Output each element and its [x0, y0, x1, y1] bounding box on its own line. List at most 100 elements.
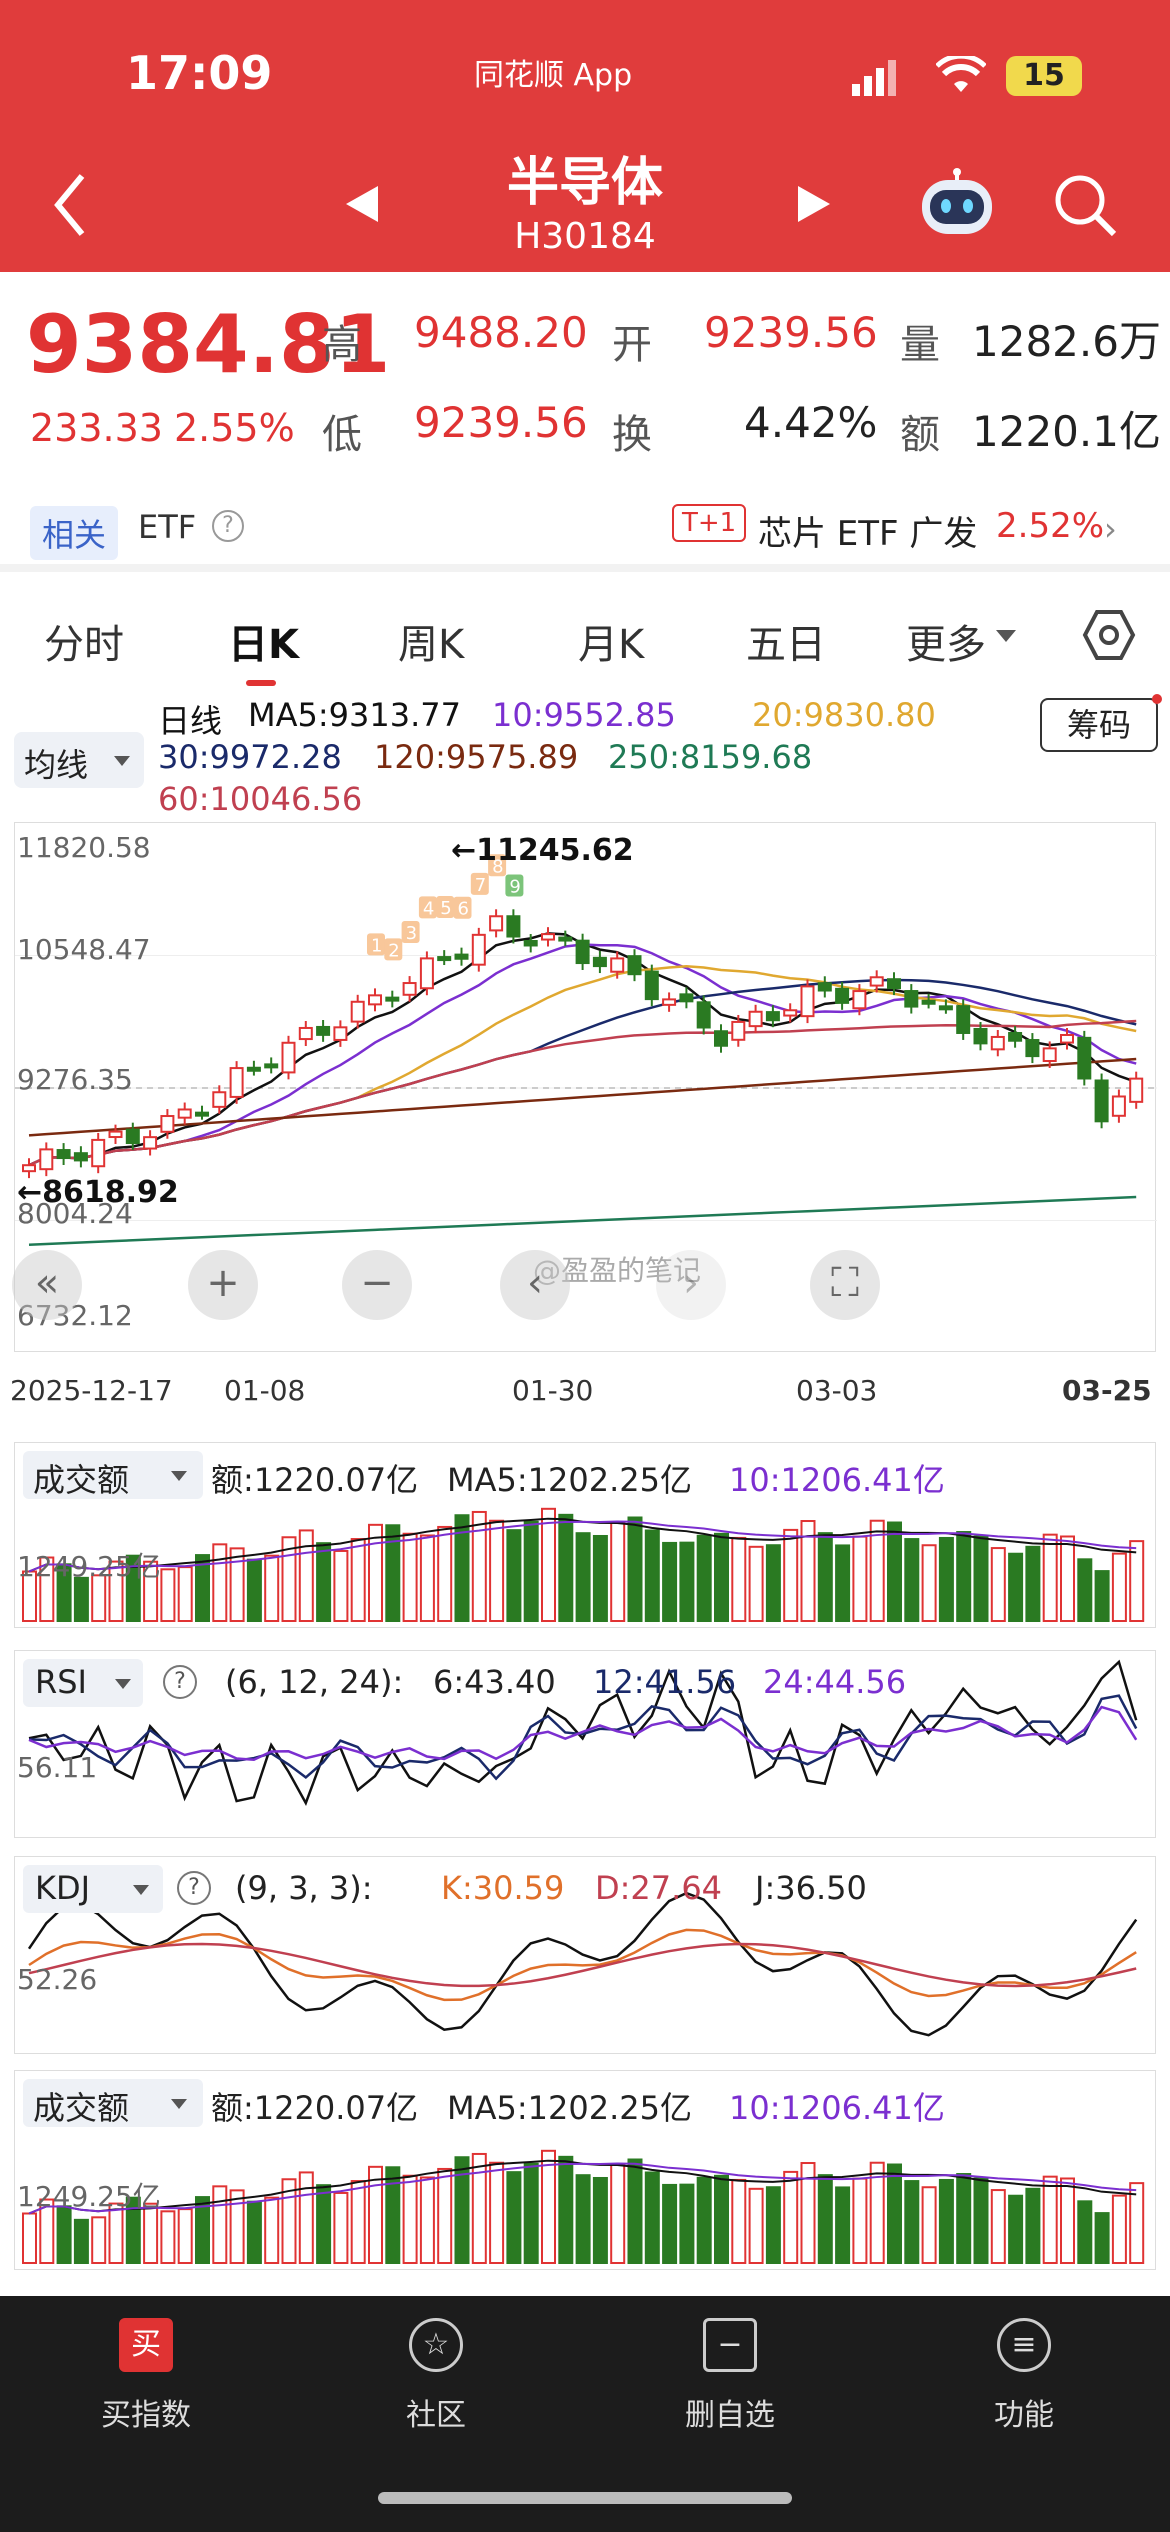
community-button[interactable]: ☆ 社区: [336, 2318, 536, 2434]
volume-bar: [852, 2177, 868, 2264]
kdj-select-label: KDJ: [35, 1869, 91, 1907]
candle: [990, 1035, 1005, 1051]
tab-monthly-k[interactable]: 月K: [578, 622, 645, 668]
volume-panel-2[interactable]: 成交额 额:1220.07亿 MA5:1202.25亿 10:1206.41亿 …: [14, 2070, 1156, 2270]
volume-bar: [471, 2152, 487, 2264]
ma30-legend: 30:9972.28: [158, 738, 342, 776]
y-tick: 8004.24: [17, 1197, 133, 1230]
scroll-right-button[interactable]: ›: [656, 1250, 726, 1320]
ma60-line: [28, 1019, 1137, 1167]
tab-weekly-k[interactable]: 周K: [398, 622, 465, 668]
rsi-indicator-select[interactable]: RSI: [23, 1659, 143, 1707]
remove-watchlist-button[interactable]: − 删自选: [630, 2318, 830, 2434]
volume-indicator-select-2[interactable]: 成交额: [23, 2079, 203, 2127]
candle: [575, 939, 590, 965]
index-code: H30184: [514, 216, 656, 257]
volume-bar: [1060, 2177, 1075, 2264]
etf-name[interactable]: 芯片 ETF 广发: [758, 514, 978, 554]
buy-index-label: 买指数: [101, 2398, 191, 2433]
volume-bar: [350, 2180, 366, 2264]
scroll-left-button[interactable]: ‹: [500, 1250, 570, 1320]
volume-bar: [264, 2196, 280, 2264]
rsi24-value: 24:44.56: [763, 1663, 907, 1701]
volume-bar: [1008, 1552, 1024, 1622]
tab-daily-k[interactable]: 日K: [228, 622, 299, 668]
tab-intraday[interactable]: 分时: [44, 622, 124, 668]
volume-bar: [281, 1536, 297, 1622]
rsi-panel[interactable]: RSI ? (6, 12, 24): 6:43.40 12:41.56 24:4…: [14, 1650, 1156, 1838]
sequence-label: 4: [423, 898, 434, 919]
sequence-label: 3: [406, 923, 417, 944]
volume-bar: [246, 1558, 262, 1622]
candle: [419, 957, 434, 990]
tab-five-day[interactable]: 五日: [746, 622, 826, 668]
zoom-in-button[interactable]: +: [188, 1250, 258, 1320]
volume-panel[interactable]: 成交额 额:1220.07亿 MA5:1202.25亿 10:1206.41亿 …: [14, 1442, 1156, 1628]
indicator-select[interactable]: 均线: [14, 732, 144, 788]
y-tick: 1249.25亿: [17, 1550, 161, 1583]
ma20-line: [28, 964, 1137, 1167]
back-button[interactable]: [50, 170, 90, 244]
ma20-legend: 20:9830.80: [752, 696, 936, 734]
candle: [56, 1149, 71, 1160]
volume-bar: [281, 2178, 297, 2264]
volume-bar: [887, 1521, 902, 1622]
volume-bar: [869, 2161, 885, 2264]
volume-bar: [644, 1529, 660, 1622]
volume-bar: [731, 2178, 747, 2264]
ma250-legend: 250:8159.68: [608, 738, 813, 776]
search-icon[interactable]: [1052, 172, 1118, 242]
candle: [506, 915, 521, 938]
kdj-indicator-select[interactable]: KDJ: [23, 1865, 163, 1913]
prev-stock-button[interactable]: [344, 184, 380, 228]
chevron-right-icon[interactable]: ›: [1104, 510, 1117, 548]
robot-assistant-icon[interactable]: [918, 168, 996, 244]
volume-bar: [765, 2186, 781, 2264]
tab-more[interactable]: 更多: [906, 622, 986, 668]
candle: [316, 1025, 331, 1036]
next-stock-button[interactable]: [796, 184, 832, 228]
help-icon[interactable]: ?: [177, 1871, 211, 1905]
volume-bar: [333, 1549, 349, 1622]
help-icon[interactable]: ?: [212, 510, 244, 542]
kdj-j-line: [27, 1891, 1138, 2037]
help-icon[interactable]: ?: [163, 1665, 197, 1699]
volume-bar: [91, 1574, 107, 1622]
volume-bar: [195, 1554, 210, 1622]
volume-bar: [125, 1554, 141, 1622]
sequence-marker: [505, 874, 524, 897]
etf-label[interactable]: ETF: [138, 508, 197, 546]
caret-down-icon: [115, 1679, 131, 1689]
battery-icon: 15: [1006, 56, 1082, 96]
volume-bar: [1129, 2182, 1145, 2264]
settings-hexagon-icon[interactable]: [1082, 608, 1136, 666]
bottom-toolbar: 买 买指数 ☆ 社区 − 删自选 ≡ 功能: [0, 2296, 1170, 2532]
volume-bar: [990, 2189, 1006, 2264]
chip-distribution-button[interactable]: 筹码: [1040, 698, 1158, 752]
volume-indicator-select[interactable]: 成交额: [23, 1451, 203, 1499]
zoom-out-button[interactable]: −: [342, 1250, 412, 1320]
candle: [1077, 1036, 1092, 1080]
buy-index-button[interactable]: 买 买指数: [46, 2318, 246, 2434]
functions-button[interactable]: ≡ 功能: [924, 2318, 1124, 2434]
volume-bar: [143, 1560, 159, 1622]
kdj-chart: [27, 1891, 1138, 2037]
kdj-panel[interactable]: KDJ ? (9, 3, 3): K:30.59 D:27.64 J:36.50…: [14, 1856, 1156, 2054]
volume-bar: [506, 1529, 522, 1622]
volume-amount: 额:1220.07亿: [211, 1461, 419, 1499]
zoom-out-full-button[interactable]: «: [12, 1250, 82, 1320]
y-tick: 10548.47: [17, 933, 151, 966]
last-price: 9384.81: [26, 298, 391, 391]
volume-bar: [1042, 1533, 1058, 1622]
candle: [1129, 1077, 1144, 1103]
volume-bar: [973, 1535, 989, 1622]
candle: [714, 1030, 728, 1047]
kdj-params: (9, 3, 3):: [235, 1869, 373, 1907]
fullscreen-button[interactable]: ⛶: [810, 1250, 880, 1320]
ma120-line: [28, 1057, 1137, 1137]
watermark: @盈盈的笔记: [533, 1254, 702, 1287]
volume-bar: [1129, 1540, 1145, 1622]
caret-down-icon[interactable]: [996, 630, 1016, 642]
